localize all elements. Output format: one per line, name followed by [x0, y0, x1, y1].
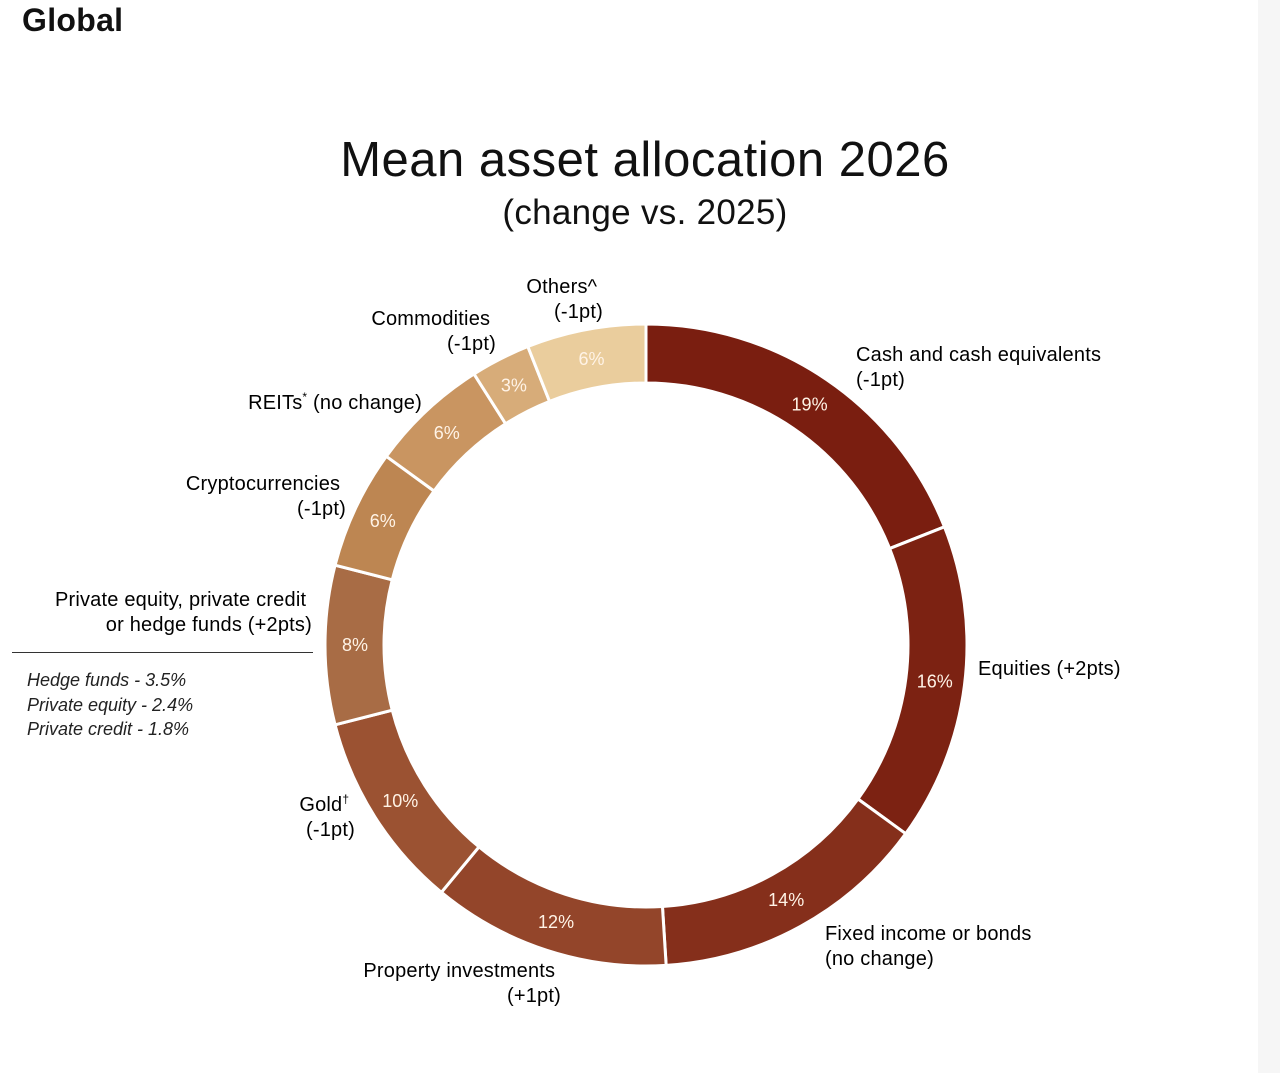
donut-slice-9: [525, 322, 648, 404]
slice-value-label-8: 3%: [501, 376, 527, 396]
label-gold: Gold† (-1pt): [299, 786, 355, 841]
label-others: Others^ (-1pt): [526, 276, 603, 323]
label-fixed-income: Fixed income or bonds (no change): [825, 923, 1037, 970]
slice-value-label-2: 14%: [768, 890, 804, 910]
slice-value-label-0: 19%: [792, 394, 828, 414]
slice-value-label-4: 10%: [382, 791, 418, 811]
slice-value-label-1: 16%: [917, 671, 953, 691]
label-commodities: Commodities (-1pt): [371, 308, 496, 355]
region-label: Global: [22, 2, 124, 38]
label-cryptocurrencies: Cryptocurrencies (-1pt): [186, 473, 346, 520]
slice-value-label-5: 8%: [342, 635, 368, 655]
reits-footnote-mark: *: [302, 390, 307, 404]
donut-slice-labels: Cash and cash equivalents (-1pt) Equitie…: [55, 276, 1121, 1007]
breakdown-hedge-funds: Hedge funds - 3.5%: [27, 670, 187, 690]
label-cash: Cash and cash equivalents (-1pt): [856, 344, 1107, 391]
right-margin-strip: [1258, 0, 1280, 1073]
label-private-markets: Private equity, private credit or hedge …: [55, 589, 312, 636]
label-reits: REITs* (no change): [248, 390, 422, 414]
slice-value-label-7: 6%: [434, 423, 460, 443]
label-equities: Equities (+2pts): [978, 658, 1121, 680]
breakdown-private-credit: Private credit - 1.8%: [27, 719, 190, 739]
slice-value-label-9: 6%: [578, 349, 604, 369]
chart-subtitle: (change vs. 2025): [502, 193, 788, 232]
donut-slices: [323, 322, 969, 968]
slice-value-label-3: 12%: [538, 912, 574, 932]
chart-title: Mean asset allocation 2026: [340, 133, 950, 187]
breakdown-divider: [12, 652, 313, 653]
donut-value-labels: 19% 16% 14% 12% 10% 8% 6% 6% 3% 6%: [342, 349, 953, 932]
donut-slice-3: [439, 844, 668, 968]
breakdown-private-equity: Private equity - 2.4%: [27, 694, 194, 715]
slice-value-label-6: 6%: [370, 511, 396, 531]
label-property: Property investments (+1pt): [363, 960, 561, 1007]
private-markets-breakdown: Hedge funds - 3.5% Private equity - 2.4%…: [27, 668, 193, 742]
gold-footnote-mark: †: [342, 792, 349, 806]
